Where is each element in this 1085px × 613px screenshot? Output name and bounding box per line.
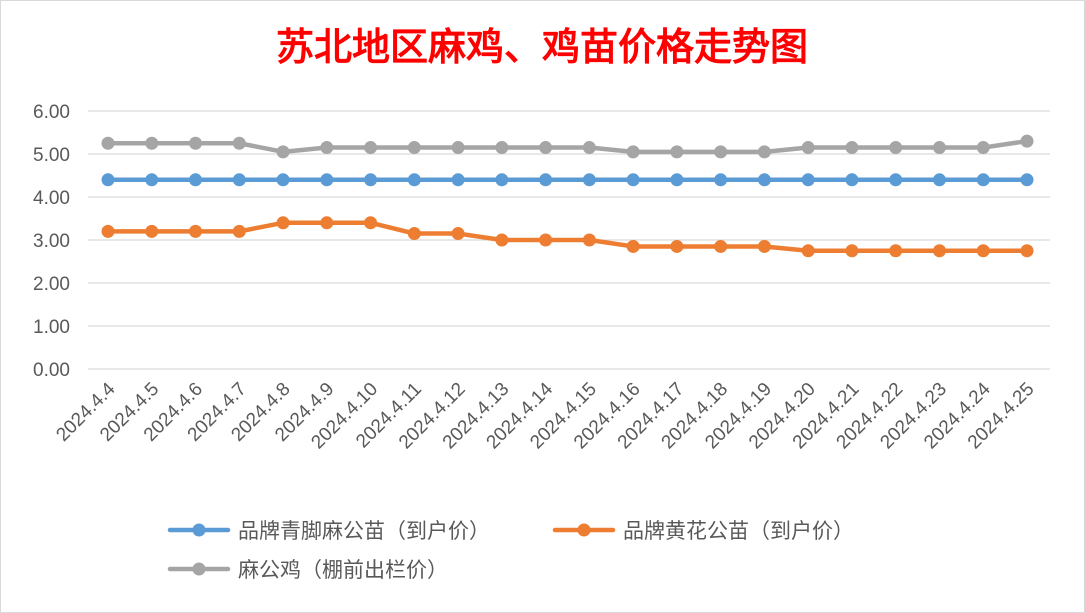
- x-axis-ticks: 2024.4.42024.4.52024.4.62024.4.72024.4.8…: [52, 378, 1038, 453]
- data-point: [582, 173, 596, 187]
- data-point: [801, 173, 815, 187]
- data-point: [757, 145, 771, 159]
- data-point: [845, 244, 859, 258]
- legend-item: 品牌青脚麻公苗（到户价）: [167, 519, 490, 543]
- data-point: [539, 173, 553, 187]
- data-point: [276, 173, 290, 187]
- legend-label: 品牌黄花公苗（到户价）: [623, 519, 854, 543]
- data-point: [232, 224, 246, 238]
- data-point: [626, 145, 640, 159]
- data-point: [407, 173, 421, 187]
- data-point: [889, 141, 903, 155]
- data-point: [539, 141, 553, 155]
- y-tick-label: 0.00: [33, 360, 70, 381]
- data-point: [757, 173, 771, 187]
- series-2: [101, 216, 1034, 258]
- data-point: [714, 145, 728, 159]
- data-point: [626, 173, 640, 187]
- legend: 品牌青脚麻公苗（到户价） 品牌黄花公苗（到户价） 麻公鸡（棚前出栏价）: [167, 519, 854, 582]
- y-tick-label: 6.00: [33, 102, 70, 123]
- y-tick-label: 2.00: [33, 274, 70, 295]
- data-point: [714, 173, 728, 187]
- data-point: [145, 224, 159, 238]
- data-point: [276, 145, 290, 159]
- data-point: [932, 244, 946, 258]
- legend-item: 麻公鸡（棚前出栏价）: [167, 558, 448, 582]
- data-point: [539, 233, 553, 247]
- data-point: [189, 224, 203, 238]
- data-point: [1020, 244, 1034, 258]
- data-point: [1020, 134, 1034, 148]
- y-tick-label: 3.00: [33, 231, 70, 252]
- data-point: [582, 141, 596, 155]
- data-point: [845, 141, 859, 155]
- data-point: [451, 173, 465, 187]
- data-point: [145, 173, 159, 187]
- legend-label: 麻公鸡（棚前出栏价）: [238, 558, 448, 582]
- y-tick-label: 5.00: [33, 145, 70, 166]
- legend-swatch-marker: [577, 523, 591, 537]
- data-point: [276, 216, 290, 230]
- data-point: [232, 136, 246, 150]
- data-point: [364, 141, 378, 155]
- data-point: [189, 173, 203, 187]
- data-point: [889, 244, 903, 258]
- y-axis-ticks: 0.00 1.00 2.00 3.00 4.00 5.00 6.00: [33, 102, 70, 381]
- series-line: [105, 220, 1030, 253]
- data-point: [976, 244, 990, 258]
- data-point: [932, 141, 946, 155]
- data-point: [320, 216, 334, 230]
- data-point: [495, 173, 509, 187]
- series-1: [101, 173, 1034, 187]
- data-point: [582, 233, 596, 247]
- data-point: [670, 173, 684, 187]
- data-point: [932, 173, 946, 187]
- data-point: [407, 141, 421, 155]
- legend-label: 品牌青脚麻公苗（到户价）: [238, 519, 490, 543]
- data-point: [626, 239, 640, 253]
- legend-swatch-marker: [192, 523, 206, 537]
- data-point: [495, 233, 509, 247]
- data-point: [1020, 173, 1034, 187]
- data-point: [889, 173, 903, 187]
- data-point: [101, 224, 115, 238]
- data-point: [101, 136, 115, 150]
- data-point: [495, 141, 509, 155]
- data-point: [407, 227, 421, 241]
- data-point: [320, 173, 334, 187]
- legend-swatch-marker: [192, 562, 206, 576]
- data-point: [364, 173, 378, 187]
- data-point: [145, 136, 159, 150]
- data-point: [451, 227, 465, 241]
- data-point: [801, 244, 815, 258]
- legend-item: 品牌黄花公苗（到户价）: [552, 519, 854, 543]
- data-point: [189, 136, 203, 150]
- data-point: [845, 173, 859, 187]
- y-tick-label: 1.00: [33, 317, 70, 338]
- data-point: [101, 173, 115, 187]
- chart-title: 苏北地区麻鸡、鸡苗价格走势图: [276, 25, 808, 69]
- gridlines: [88, 110, 1050, 370]
- series-3: [101, 134, 1034, 159]
- data-point: [232, 173, 246, 187]
- data-point: [320, 141, 334, 155]
- data-point: [451, 141, 465, 155]
- series-line: [105, 138, 1030, 155]
- data-point: [757, 239, 771, 253]
- data-point: [801, 141, 815, 155]
- series-lines: [101, 134, 1034, 258]
- y-tick-label: 4.00: [33, 188, 70, 209]
- data-point: [670, 145, 684, 159]
- data-point: [976, 173, 990, 187]
- data-point: [714, 239, 728, 253]
- data-point: [976, 141, 990, 155]
- data-point: [670, 239, 684, 253]
- data-point: [364, 216, 378, 230]
